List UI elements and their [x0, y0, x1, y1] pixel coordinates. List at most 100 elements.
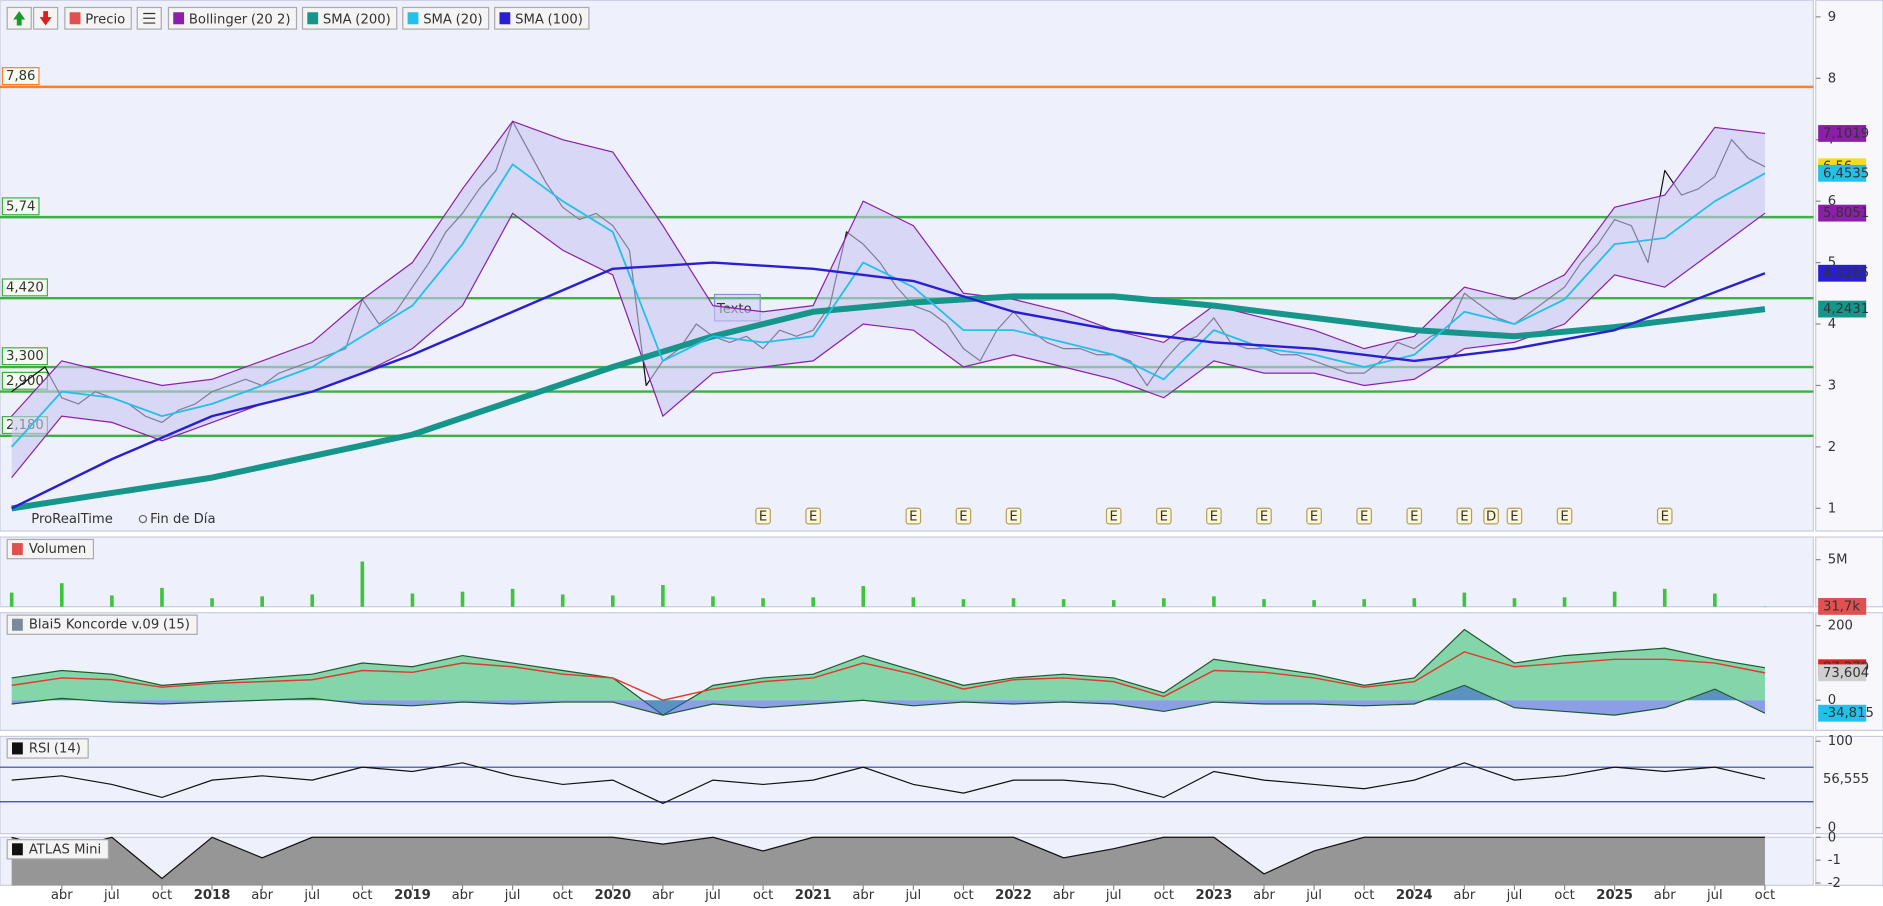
panel-title: Volumen: [29, 542, 86, 557]
event-box: [1656, 507, 1673, 525]
y-tick-label: 5M: [1828, 553, 1848, 568]
y-tick-label: 3: [1828, 378, 1836, 393]
x-tick-label: 2020: [594, 888, 631, 903]
volume-bar: [1162, 598, 1166, 607]
y-tick-label: 8: [1828, 71, 1836, 86]
level-label-box: [1, 197, 40, 216]
volume-bar: [1462, 592, 1467, 607]
event-box: [1306, 507, 1322, 525]
volume-bar: [1562, 597, 1567, 607]
last-value-label: -34,815: [1823, 706, 1874, 721]
event-box: [1256, 507, 1272, 525]
y-tick-label: 4: [1828, 317, 1836, 332]
legend-item[interactable]: Precio: [64, 6, 132, 30]
level-label: 3,300: [6, 349, 44, 364]
volume-bar: [1212, 596, 1216, 607]
x-tick-label: abr: [1654, 888, 1676, 903]
down-arrow: [39, 11, 52, 26]
legend-item[interactable]: Bollinger (20 2): [167, 6, 298, 30]
event-box: [1156, 507, 1172, 525]
volume-bar: [1412, 598, 1417, 607]
x-tick-label: 2025: [1596, 888, 1633, 903]
event-label: E: [1510, 510, 1518, 525]
y-tick-label: 100: [1828, 734, 1853, 749]
axis-bg: [1815, 536, 1883, 608]
x-tick-label: abr: [452, 888, 474, 903]
event-box: [755, 507, 771, 525]
toolbar: [6, 6, 59, 30]
legend-name: SMA: [515, 12, 544, 27]
last-value-label: 56,555: [1823, 772, 1869, 787]
last-value-box: [1818, 204, 1867, 222]
level-label-box: [1, 347, 48, 366]
volume-bar: [210, 598, 214, 607]
legend-name: SMA: [423, 12, 452, 27]
last-value-label: 4,2431: [1823, 302, 1869, 317]
event-label: E: [1560, 510, 1568, 525]
up-arrow: [13, 11, 26, 26]
legend-item[interactable]: SMA (100): [494, 6, 590, 30]
legend-params: (20): [456, 12, 483, 27]
footer: ProRealTime Fin de Día: [31, 511, 215, 527]
x-tick-label: abr: [852, 888, 874, 903]
event-box: [1206, 507, 1222, 525]
x-tick-label: jul: [704, 888, 721, 903]
x-tick-label: 2024: [1396, 888, 1433, 903]
level-label: 7,86: [6, 69, 35, 84]
legend-swatch: [307, 12, 319, 25]
volume-bar: [260, 596, 264, 607]
y-tick-label: 0: [1828, 693, 1836, 708]
x-tick-label: 2018: [194, 888, 231, 903]
x-tick-label: jul: [1506, 888, 1523, 903]
x-tick-label: abr: [1253, 888, 1275, 903]
x-tick-label: jul: [905, 888, 922, 903]
last-value-box: [1818, 770, 1867, 788]
volume-bar: [460, 591, 465, 607]
y-tick-label: 9: [1828, 10, 1836, 25]
volume-bar: [410, 593, 415, 607]
y-tick-label: 2: [1828, 440, 1836, 455]
x-tick-label: oct: [352, 888, 373, 903]
volume-bar: [1713, 593, 1717, 607]
last-value-box: [1818, 598, 1867, 615]
panel-title-box: [6, 839, 109, 860]
x-tick-label: 2023: [1196, 888, 1233, 903]
volume-bar: [911, 597, 916, 607]
legend-item[interactable]: SMA (200): [301, 6, 398, 30]
x-tick-label: jul: [1105, 888, 1122, 903]
panels: [0, 0, 1883, 886]
x-tick-label: oct: [753, 888, 774, 903]
axis-bg: [1815, 836, 1883, 886]
legend-box: [64, 6, 132, 30]
volume-bar: [560, 594, 565, 607]
volume-bar: [610, 595, 615, 607]
panel-swatch: [12, 543, 23, 556]
event-label: E: [1009, 510, 1017, 525]
x-tick-label: abr: [251, 888, 273, 903]
event-label: D: [1486, 510, 1496, 525]
volume-bar: [811, 597, 815, 607]
volume-bar: [711, 596, 715, 607]
mode-icon: [138, 514, 148, 524]
event-box: [1483, 507, 1499, 525]
volume-bar: [1662, 588, 1667, 607]
volume-bar: [9, 592, 14, 607]
legend-item[interactable]: SMA (20): [402, 6, 490, 30]
x-tick-label: oct: [1554, 888, 1575, 903]
x-tick-label: oct: [1354, 888, 1375, 903]
panel-bg: [0, 536, 1814, 608]
event-box: [1356, 507, 1372, 525]
level-label: 5,74: [6, 199, 35, 214]
event-label: E: [959, 510, 967, 525]
legend-box: [494, 6, 590, 30]
event-box: [805, 507, 821, 525]
event-label: E: [1460, 510, 1468, 525]
level-label: 4,420: [6, 280, 44, 295]
event-box: [905, 507, 922, 525]
indicator-area: [11, 837, 1765, 886]
legend-name: Precio: [85, 12, 125, 27]
panel-bg: [0, 735, 1814, 835]
last-value-box: [1818, 164, 1867, 182]
volume-bar: [961, 599, 966, 607]
